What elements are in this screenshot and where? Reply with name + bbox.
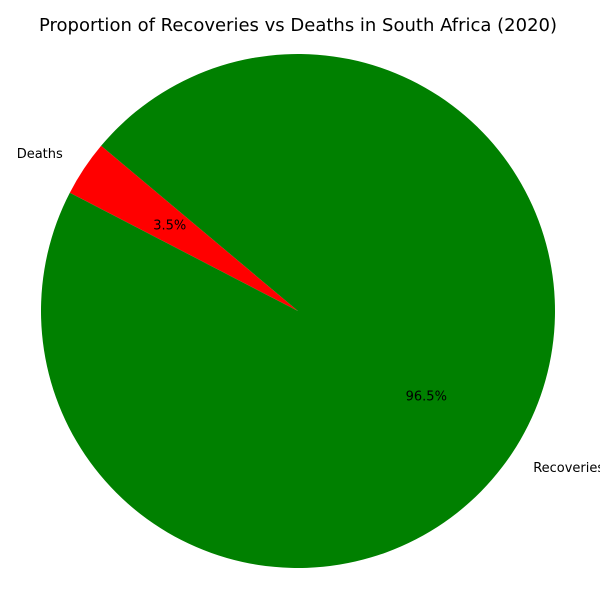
pie-slices — [40, 54, 555, 569]
pie-slice-deaths — [69, 145, 298, 311]
slice-percent-deaths: 3.5% — [153, 218, 186, 233]
pie-labels: Deaths 3.5% Recoveries 96.5% — [17, 147, 600, 476]
pie-slice-recoveries — [40, 54, 555, 569]
slice-percent-recoveries: 96.5% — [406, 390, 447, 405]
slice-label-recoveries: Recoveries — [533, 461, 600, 476]
slice-label-deaths: Deaths — [17, 147, 63, 162]
chart-title: Proportion of Recoveries vs Deaths in So… — [39, 15, 557, 36]
